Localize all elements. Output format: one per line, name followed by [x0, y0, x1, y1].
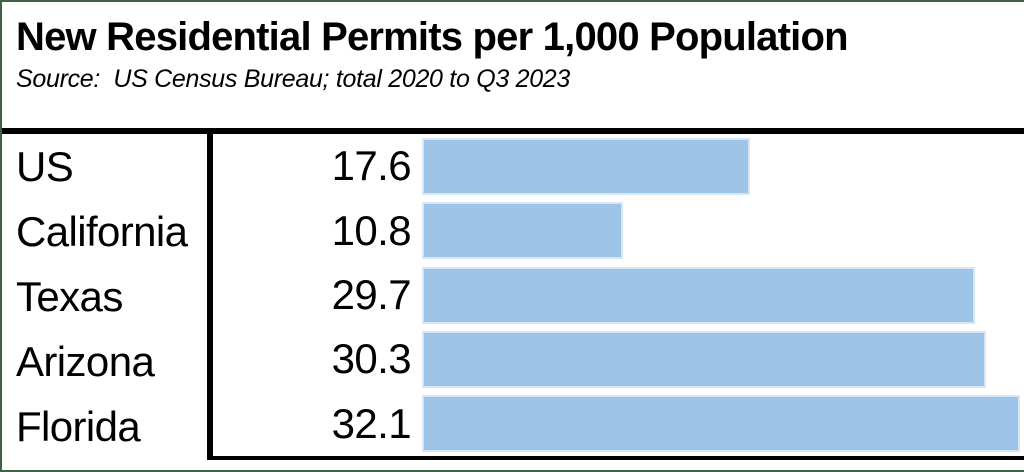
category-label: Arizona [16, 338, 155, 386]
chart-row: 17.6 [213, 134, 1024, 198]
chart-row: 10.8 [213, 198, 1024, 262]
bar-area [422, 198, 1024, 262]
bar-arizona [422, 330, 987, 388]
value-label: 30.3 [331, 335, 412, 383]
category-label: Florida [16, 403, 141, 451]
chart-row: 32.1 [213, 392, 1024, 456]
chart-row: 30.3 [213, 327, 1024, 391]
bar-florida [422, 395, 1020, 453]
category-label: US [16, 142, 74, 190]
chart-header: New Residential Permits per 1,000 Popula… [2, 2, 1024, 134]
chart-title: New Residential Permits per 1,000 Popula… [16, 15, 849, 59]
chart-row: 29.7 [213, 263, 1024, 327]
bar-california [422, 202, 624, 260]
bar-area [422, 134, 1024, 198]
value-label: 32.1 [331, 399, 412, 447]
bar-area [422, 263, 1024, 327]
bar-texas [422, 266, 976, 324]
rows-column: 17.6 10.8 29.7 30.3 32.1 [213, 134, 1024, 460]
category-column: US California Texas Arizona Florida [2, 134, 213, 460]
bar-area [422, 392, 1024, 456]
category-label: California [16, 207, 188, 255]
value-label: 10.8 [331, 206, 412, 254]
bar-us [422, 137, 750, 195]
value-label: 29.7 [331, 271, 412, 319]
bar-chart: US California Texas Arizona Florida 17.6 10.8… [2, 134, 1024, 460]
bar-area [422, 327, 1024, 391]
category-label: Texas [16, 273, 123, 320]
value-label: 17.6 [331, 142, 412, 190]
chart-source-note: Source: US Census Bureau; total 2020 to … [16, 65, 571, 93]
